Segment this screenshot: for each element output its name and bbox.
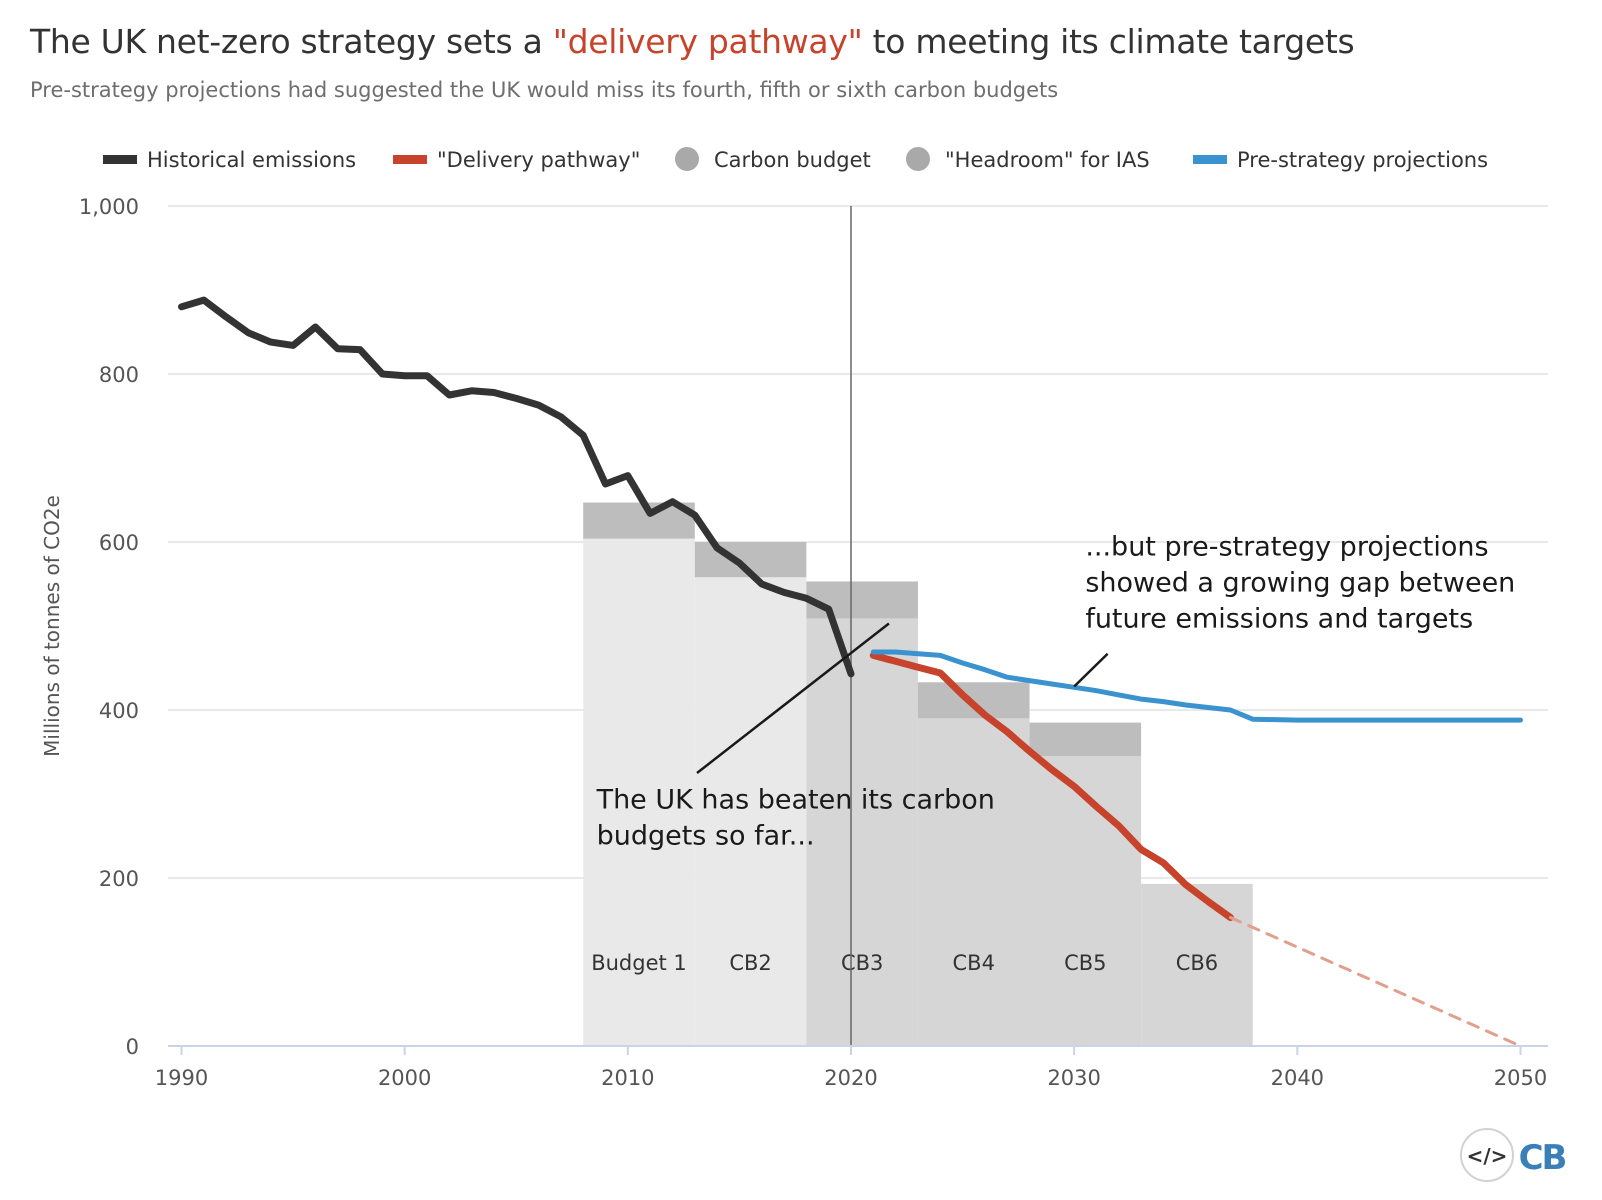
legend-swatch-budget <box>675 147 699 171</box>
x-tick-label: 2050 <box>1494 1066 1547 1090</box>
legend-label-budget: Carbon budget <box>714 148 871 172</box>
legend-swatch-projections <box>1193 155 1227 164</box>
carbon-budget-label: CB6 <box>1176 951 1218 975</box>
legend-label-historical: Historical emissions <box>147 148 356 172</box>
x-tick-label: 2010 <box>601 1066 654 1090</box>
annotation-text-beaten: The UK has beaten its carbon <box>596 784 995 815</box>
y-tick-label: 1,000 <box>79 195 139 219</box>
headroom-bar <box>583 502 695 539</box>
series-line-delivery <box>869 651 1234 921</box>
annotation-text-gap: ...but pre-strategy projections <box>1085 531 1488 562</box>
code-embed-icon <box>1460 1128 1514 1182</box>
y-tick-label: 400 <box>99 699 139 723</box>
carbon-budget-label: Budget 1 <box>591 951 687 975</box>
carbon-budget-bar <box>1141 883 1253 1046</box>
annotation-text-beaten: budgets so far... <box>597 820 815 851</box>
annotation-text-gap: future emissions and targets <box>1085 603 1473 634</box>
y-tick-label: 600 <box>99 531 139 555</box>
carbon-budget-bar <box>806 618 918 1046</box>
carbon-budget-label: CB4 <box>953 951 995 975</box>
annotation-pointer-gap <box>1073 652 1109 688</box>
y-tick-label: 800 <box>99 363 139 387</box>
chart-title-highlight: "delivery pathway" <box>552 22 863 61</box>
y-tick-label: 200 <box>99 867 139 891</box>
annotation-pointer-beaten <box>696 622 890 774</box>
x-tick-label: 1990 <box>155 1066 208 1090</box>
x-tick-label: 2020 <box>824 1066 877 1090</box>
x-tick-label: 2030 <box>1047 1066 1100 1090</box>
legend-label-delivery: "Delivery pathway" <box>437 148 640 172</box>
carbon-budget-label: CB3 <box>841 951 883 975</box>
legend-swatch-historical <box>103 155 137 164</box>
brand-mark: CB <box>1519 1138 1566 1178</box>
carbon-budget-bar <box>583 538 695 1046</box>
series-line-historical <box>178 296 855 678</box>
y-axis-label: Millions of tonnes of CO2e <box>40 495 64 757</box>
chart-subtitle: Pre-strategy projections had suggested t… <box>30 78 1059 102</box>
carbon-budget-bar <box>917 718 1030 1046</box>
legend-swatch-delivery <box>393 155 427 164</box>
series-line-projections <box>870 649 1523 723</box>
y-tick-label: 0 <box>126 1035 139 1059</box>
x-tick-label: 2000 <box>378 1066 431 1090</box>
code-embed-glyph: </> <box>1467 1144 1508 1168</box>
legend-label-headroom: "Headroom" for IAS <box>945 148 1150 172</box>
carbon-budget-label: CB2 <box>729 951 771 975</box>
headroom-bar <box>1029 722 1142 757</box>
legend-swatch-headroom <box>906 147 930 171</box>
headroom-bar <box>806 581 918 619</box>
carbon-budget-bar <box>1029 756 1142 1046</box>
annotation-text-gap: showed a growing gap between <box>1085 567 1515 598</box>
carbon-budget-label: CB5 <box>1064 951 1106 975</box>
series-line-delivery_extension <box>1228 916 1522 1048</box>
legend-label-projections: Pre-strategy projections <box>1237 148 1488 172</box>
carbon-brief-logo: </> CB <box>1460 1128 1568 1182</box>
chart-title: The UK net-zero strategy sets a "deliver… <box>30 22 1355 61</box>
x-tick-label: 2040 <box>1271 1066 1324 1090</box>
carbon-budget-bar <box>694 577 807 1046</box>
